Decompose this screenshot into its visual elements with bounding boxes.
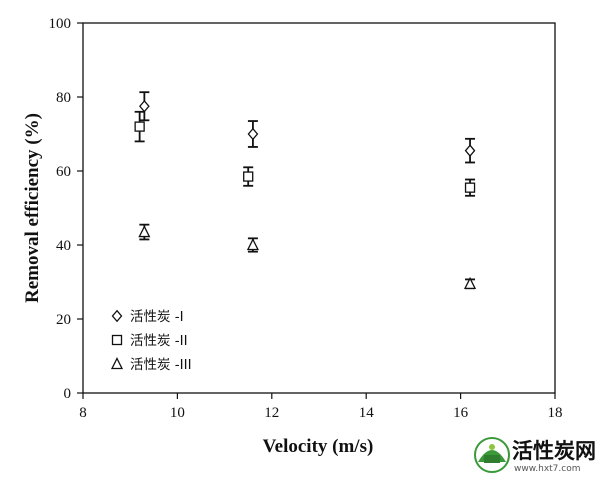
- y-tick-label: 80: [56, 90, 71, 106]
- watermark-url: www.hxt7.com: [514, 464, 581, 474]
- y-tick-label: 20: [56, 312, 71, 328]
- plot-area: 8 10 12 14 16 18 0 20 40 60 80 100: [49, 16, 563, 421]
- watermark-text: 活性炭网: [512, 439, 596, 463]
- x-tick-label: 16: [453, 405, 469, 421]
- data-point-triangle: [246, 238, 259, 251]
- data-point-square: [134, 121, 145, 132]
- data-point-diamond: [464, 144, 476, 157]
- x-tick-label: 10: [170, 405, 185, 421]
- legend-marker-triangle: [110, 357, 124, 370]
- data-point-triangle: [463, 276, 477, 290]
- y-tick-label: 100: [49, 16, 72, 32]
- x-tick-label: 8: [79, 405, 87, 421]
- data-point-square: [464, 182, 476, 193]
- x-tick-label: 14: [359, 405, 375, 421]
- x-tick-label: 18: [548, 405, 563, 421]
- legend: 活性炭 -I 活性炭 -II 活性炭 -III: [110, 309, 192, 373]
- legend-label: 活性炭 -III: [130, 357, 192, 373]
- legend-marker-square: [111, 334, 123, 346]
- plot-frame: [82, 22, 556, 394]
- watermark: 活性炭网 www.hxt7.com: [474, 437, 596, 474]
- y-tick-label: 0: [64, 386, 72, 402]
- data-point-diamond: [247, 127, 259, 141]
- y-axis-title: Removal efficiency (%): [22, 113, 43, 303]
- data-point-diamond: [139, 99, 150, 113]
- x-tick-label: 12: [264, 405, 279, 421]
- y-tick-label: 40: [56, 238, 71, 254]
- data-point-square: [243, 171, 254, 182]
- watermark-logo-icon: [474, 437, 510, 473]
- legend-label: 活性炭 -II: [130, 333, 188, 349]
- legend-label: 活性炭 -I: [130, 309, 184, 325]
- x-axis-title: Velocity (m/s): [263, 436, 374, 457]
- y-tick-label: 60: [56, 164, 71, 180]
- legend-marker-diamond: [111, 309, 123, 323]
- data-point-triangle: [138, 225, 151, 238]
